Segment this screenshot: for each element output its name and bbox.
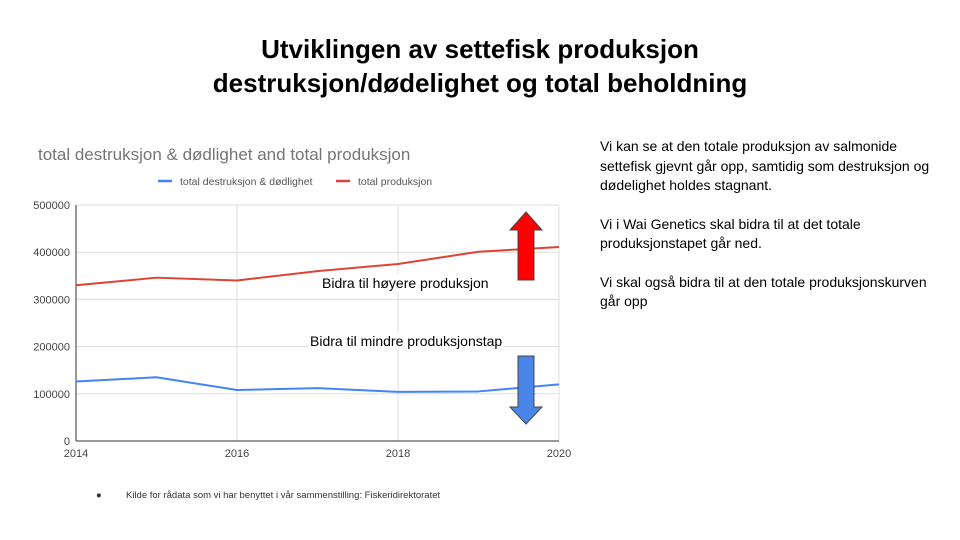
y-tick-label: 100000 — [33, 389, 70, 401]
source-footnote: ● Kilde for rådata som vi har benyttet i … — [96, 490, 440, 501]
arrow-up-icon — [508, 211, 544, 281]
side-text-paragraph-1: Vi kan se at den totale produksjon av sa… — [600, 138, 930, 193]
legend-label: total produksjon — [358, 176, 432, 188]
x-tick-label: 2014 — [64, 448, 88, 460]
x-tick-label: 2020 — [547, 448, 571, 460]
y-tick-label: 400000 — [33, 247, 70, 259]
slide-title: Utviklingen av settefisk produksjon dest… — [0, 32, 960, 100]
x-tick-label: 2016 — [225, 448, 249, 460]
y-tick-label: 0 — [64, 436, 70, 448]
annotation-higher-production: Bidra til høyere produksjon — [320, 274, 491, 292]
y-tick-label: 500000 — [33, 200, 70, 212]
legend-label: total destruksjon & dødlighet — [180, 176, 313, 188]
series-line — [75, 246, 560, 287]
annotation-less-production-loss: Bidra til mindre produksjonstap — [308, 332, 505, 350]
series-line — [75, 376, 560, 393]
slide-title-line-1: Utviklingen av settefisk produksjon — [261, 34, 699, 64]
chart-title: total destruksjon & dødlighet and total … — [38, 145, 411, 164]
bullet-icon: ● — [96, 490, 102, 501]
slide-title-line-2: destruksjon/dødelighet og total beholdni… — [212, 68, 748, 98]
y-tick-label: 300000 — [33, 294, 70, 306]
y-tick-label: 200000 — [33, 342, 70, 354]
side-text-paragraph-3: Vi skal også bidra til at den totale pro… — [600, 273, 927, 310]
side-text: Vi kan se at den totale produksjon av sa… — [600, 137, 930, 331]
side-text-paragraph-2: Vi i Wai Genetics skal bidra til at det … — [600, 215, 861, 252]
source-footnote-text: Kilde for rådata som vi har benyttet i v… — [126, 490, 441, 501]
x-tick-label: 2018 — [386, 448, 410, 460]
arrow-down-icon — [508, 355, 544, 425]
